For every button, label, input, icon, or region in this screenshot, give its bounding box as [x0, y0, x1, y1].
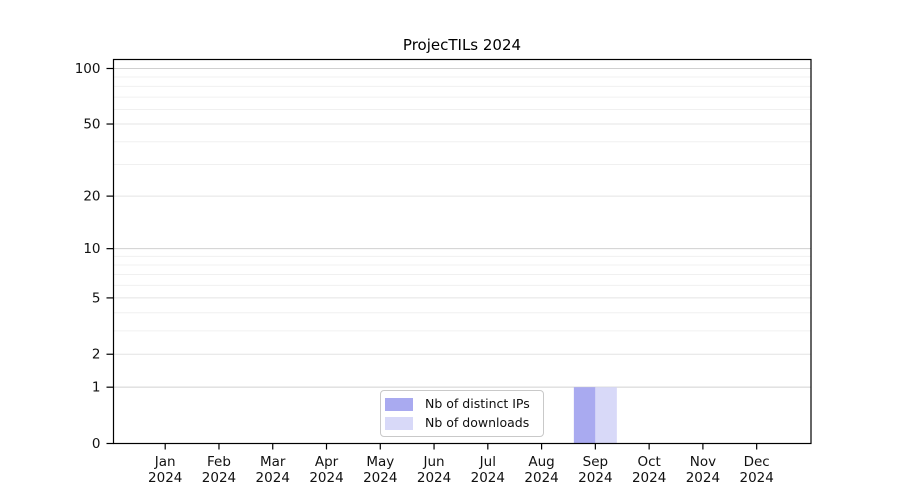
x-tick-label-year: 2024 — [578, 470, 612, 486]
x-tick-label-year: 2024 — [632, 470, 666, 486]
y-tick-label: 50 — [83, 117, 100, 133]
plot-frame — [112, 58, 812, 445]
y-tick-label: 5 — [92, 290, 101, 306]
y-tick-label: 1 — [92, 380, 101, 396]
legend-item: Nb of downloads — [385, 416, 535, 430]
x-tick-label-year: 2024 — [524, 470, 558, 486]
x-tick-label-year: 2024 — [686, 470, 720, 486]
x-tick-label-year: 2024 — [309, 470, 343, 486]
x-tick-label-month: Aug — [528, 454, 554, 470]
x-tick-label-year: 2024 — [471, 470, 505, 486]
x-tick-label-year: 2024 — [148, 470, 182, 486]
x-tick-label-month: Jul — [479, 454, 496, 470]
x-tick-label-month: Apr — [315, 454, 339, 470]
x-tick-label-year: 2024 — [202, 470, 236, 486]
x-tick-label-year: 2024 — [417, 470, 451, 486]
legend-label-distinct-ips: Nb of distinct IPs — [425, 396, 530, 411]
y-tick-label: 0 — [92, 436, 101, 452]
y-tick-label: 10 — [83, 241, 100, 257]
legend-swatch-distinct-ips — [385, 397, 413, 411]
chart-title: ProjecTILs 2024 — [402, 36, 522, 54]
bar-distinct-ips — [573, 387, 596, 444]
x-tick-label-month: Jan — [154, 454, 176, 470]
bar-downloads — [595, 387, 617, 444]
x-tick-label-year: 2024 — [363, 470, 397, 486]
x-tick-label-month: Oct — [637, 454, 660, 470]
x-tick-label-month: Mar — [260, 454, 286, 470]
legend-swatch-downloads — [385, 416, 413, 430]
x-tick-label-month: May — [366, 454, 394, 470]
x-tick-label-month: Jun — [423, 454, 445, 470]
x-tick-label-year: 2024 — [739, 470, 773, 486]
x-tick-label-month: Nov — [690, 454, 716, 470]
x-tick-label-year: 2024 — [256, 470, 290, 486]
legend-item: Nb of distinct IPs — [385, 397, 535, 411]
x-tick-label-month: Dec — [744, 454, 770, 470]
y-tick-label: 2 — [92, 347, 101, 363]
legend: Nb of distinct IPs Nb of downloads — [380, 390, 544, 437]
y-tick-label: 20 — [83, 189, 100, 205]
legend-label-downloads: Nb of downloads — [425, 415, 530, 430]
x-tick-label-month: Feb — [207, 454, 231, 470]
y-tick-label: 100 — [75, 61, 101, 77]
x-tick-label-month: Sep — [583, 454, 608, 470]
